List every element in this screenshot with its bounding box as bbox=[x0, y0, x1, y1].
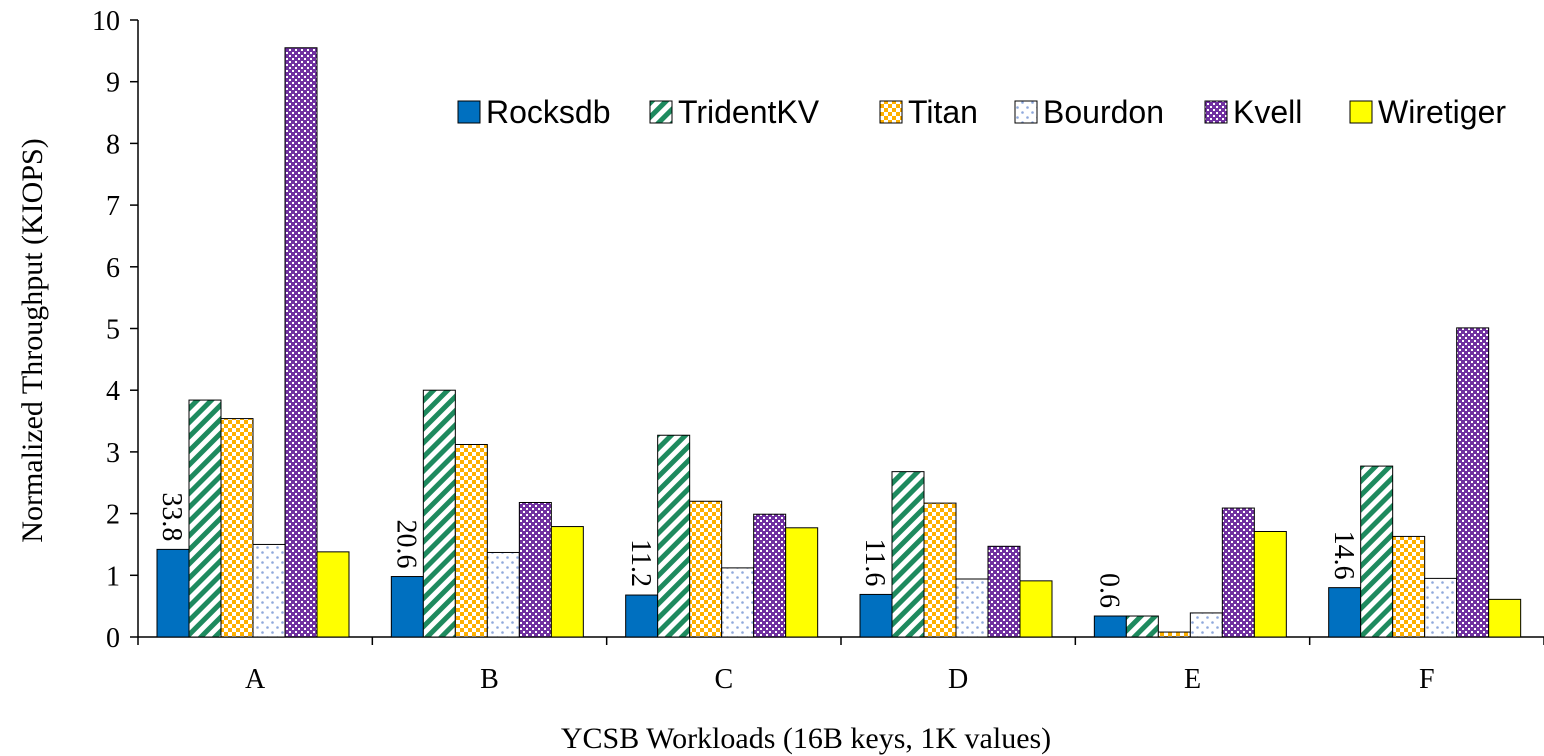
bar-wiretiger-b bbox=[550, 526, 584, 638]
legend-swatch-tridentkv bbox=[649, 100, 673, 124]
bar-titan-d bbox=[923, 502, 957, 638]
x-tick-label: D bbox=[948, 664, 968, 695]
bar-bourdon-f bbox=[1424, 577, 1458, 638]
bar-annotation-a: 33.8 bbox=[156, 492, 187, 541]
legend-label-bourdon: Bourdon bbox=[1043, 94, 1164, 130]
bar-annotation-e: 0.6 bbox=[1094, 573, 1125, 608]
bar-kvell-d bbox=[987, 545, 1021, 638]
x-tick-label: B bbox=[480, 664, 499, 695]
bar-titan-b bbox=[454, 443, 488, 638]
bar-titan-a bbox=[220, 418, 254, 638]
bar-tridentkv-f bbox=[1360, 465, 1394, 638]
bar-tridentkv-e bbox=[1125, 615, 1159, 638]
y-axis: 0 1 2 3 4 5 6 7 8 9 10 bbox=[92, 6, 139, 654]
y-tick-label: 2 bbox=[106, 500, 120, 531]
bars-group bbox=[156, 47, 1522, 638]
y-tick-label: 1 bbox=[106, 561, 120, 592]
x-tick-label: C bbox=[714, 664, 733, 695]
bar-rocksdb-e bbox=[1093, 615, 1127, 638]
bar-rocksdb-a bbox=[156, 548, 190, 638]
bar-tridentkv-a bbox=[188, 399, 222, 638]
bar-titan-f bbox=[1392, 535, 1426, 638]
y-tick-label: 7 bbox=[106, 191, 120, 222]
x-tick-label: F bbox=[1419, 664, 1435, 695]
bar-wiretiger-a bbox=[316, 551, 350, 638]
x-axis: A B C D E F bbox=[137, 636, 1544, 695]
legend-label-wiretiger: Wiretiger bbox=[1378, 94, 1506, 130]
y-tick-label: 8 bbox=[106, 129, 120, 160]
bar-kvell-a bbox=[284, 47, 318, 638]
legend-swatch-wiretiger bbox=[1349, 100, 1373, 124]
bar-rocksdb-d bbox=[859, 593, 893, 638]
legend-swatch-kvell bbox=[1204, 100, 1228, 124]
bar-rocksdb-b bbox=[390, 576, 424, 638]
bar-kvell-b bbox=[518, 501, 552, 638]
legend-swatch-rocksdb bbox=[457, 100, 481, 124]
x-axis-title: YCSB Workloads (16B keys, 1K values) bbox=[561, 722, 1051, 755]
y-tick-label: 4 bbox=[106, 376, 120, 407]
y-tick-label: 9 bbox=[106, 68, 120, 99]
bar-wiretiger-c bbox=[785, 527, 819, 638]
bar-tridentkv-d bbox=[891, 471, 925, 638]
bar-bourdon-b bbox=[486, 551, 520, 638]
bar-annotation-b: 20.6 bbox=[391, 520, 422, 569]
bar-wiretiger-d bbox=[1019, 580, 1053, 638]
bar-kvell-c bbox=[753, 513, 787, 638]
bar-kvell-f bbox=[1456, 327, 1490, 638]
bar-bourdon-c bbox=[721, 567, 755, 638]
legend: Rocksdb TridentKV Titan Bourdon Kvell Wiretig… bbox=[457, 94, 1506, 130]
legend-label-rocksdb: Rocksdb bbox=[486, 94, 611, 130]
bar-wiretiger-e bbox=[1253, 530, 1287, 638]
bar-titan-e bbox=[1157, 631, 1191, 638]
y-tick-label: 3 bbox=[106, 438, 120, 469]
bar-rocksdb-c bbox=[625, 594, 659, 638]
legend-swatch-bourdon bbox=[1014, 100, 1038, 124]
y-tick-label: 6 bbox=[106, 253, 120, 284]
y-tick-label: 0 bbox=[106, 623, 120, 654]
bar-tridentkv-c bbox=[657, 434, 691, 638]
bar-tridentkv-b bbox=[422, 389, 456, 638]
x-tick-label: A bbox=[245, 664, 266, 695]
y-tick-label: 10 bbox=[92, 6, 120, 37]
legend-swatch-titan bbox=[879, 100, 903, 124]
bar-wiretiger-f bbox=[1488, 598, 1522, 638]
legend-label-titan: Titan bbox=[908, 94, 978, 130]
bar-bourdon-e bbox=[1189, 612, 1223, 638]
annotations-group: 33.8 20.6 11.2 11.6 0.6 14.6 bbox=[156, 492, 1359, 608]
x-tick-label: E bbox=[1184, 664, 1201, 695]
legend-label-kvell: Kvell bbox=[1233, 94, 1302, 130]
bar-titan-c bbox=[689, 500, 723, 638]
bar-annotation-c: 11.2 bbox=[625, 539, 656, 587]
y-axis-title: Normalized Throughput (KIOPS) bbox=[16, 138, 49, 542]
bar-bourdon-a bbox=[252, 543, 286, 638]
bar-bourdon-d bbox=[955, 578, 989, 638]
legend-label-tridentkv: TridentKV bbox=[678, 94, 820, 130]
bar-rocksdb-f bbox=[1328, 587, 1362, 638]
bar-kvell-e bbox=[1221, 507, 1255, 638]
bar-annotation-f: 14.6 bbox=[1328, 531, 1359, 580]
y-tick-label: 5 bbox=[106, 315, 120, 346]
bar-annotation-d: 11.6 bbox=[859, 538, 890, 586]
